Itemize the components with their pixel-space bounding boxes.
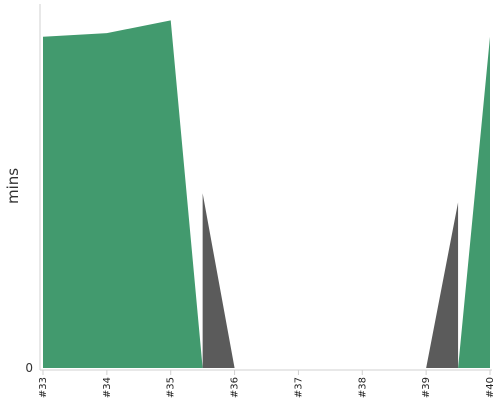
- y-tick-label: 0: [25, 361, 33, 375]
- area-series-2: [202, 193, 459, 368]
- x-tick-label: #35: [166, 377, 177, 398]
- x-tick-label: #36: [230, 377, 241, 398]
- x-tick-label: #39: [421, 377, 432, 398]
- area-series-1: [43, 20, 490, 368]
- x-axis-ticks: #33 #34 #35 #36 #37 #38 #39 #40: [38, 370, 496, 398]
- x-tick-label: #34: [102, 377, 113, 398]
- chart-areas: [43, 20, 490, 368]
- x-tick-label: #33: [38, 377, 49, 398]
- x-tick-label: #37: [293, 377, 304, 398]
- x-tick-label: #40: [485, 377, 496, 398]
- x-tick-label: #38: [357, 377, 368, 398]
- y-axis-ticks: 0: [25, 361, 33, 375]
- y-axis-label: mins: [4, 168, 22, 204]
